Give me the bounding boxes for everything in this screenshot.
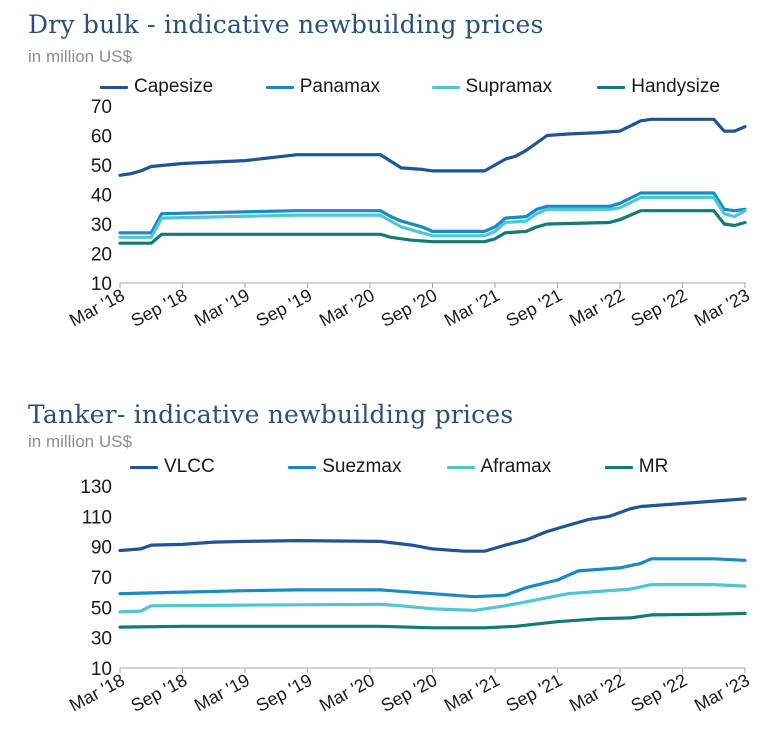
x-tick-label: Mar '20 <box>316 285 378 331</box>
x-tick-label: Mar '22 <box>566 670 628 716</box>
x-tick-label: Mar '21 <box>441 285 503 331</box>
legend: Capesize Panamax Supramax Handysize <box>100 74 763 100</box>
chart-subtitle: in million US$ <box>28 432 132 451</box>
x-tick-label: Mar '19 <box>191 670 253 716</box>
series-line <box>118 583 747 614</box>
x-tick-label: Mar '22 <box>566 285 628 331</box>
legend-item: Panamax <box>265 76 432 98</box>
y-tick-label: 50 <box>91 598 112 619</box>
legend-item: VLCC <box>130 456 288 478</box>
legend-swatch <box>597 85 626 89</box>
series-line <box>118 557 747 599</box>
series-line <box>118 117 747 177</box>
series-line <box>118 191 747 235</box>
chart-subtitle: in million US$ <box>28 47 132 66</box>
x-tick-label: Sep '22 <box>628 285 691 331</box>
dry-bulk-chart: Dry bulk - indicative newbuilding prices… <box>0 0 771 360</box>
x-tick-label: Sep '18 <box>128 285 191 331</box>
series-line <box>118 209 747 245</box>
legend-label: Handysize <box>631 76 720 97</box>
chart-title: Tanker- indicative newbuilding prices <box>28 400 514 429</box>
legend-item: Handysize <box>597 76 763 98</box>
legend-swatch <box>265 85 294 89</box>
legend: VLCC Suezmax Aframax MR <box>130 454 763 480</box>
y-tick-label: 60 <box>91 127 112 148</box>
y-tick-label: 40 <box>91 186 112 207</box>
y-tick-label: 50 <box>91 156 112 177</box>
x-tick-label: Sep '20 <box>378 670 441 716</box>
x-tick-label: Sep '19 <box>253 670 316 716</box>
legend-label: Panamax <box>299 76 381 97</box>
legend-swatch <box>288 465 317 469</box>
legend-swatch <box>604 465 633 469</box>
legend-label: VLCC <box>164 456 215 477</box>
legend-item: Suezmax <box>288 456 446 478</box>
y-tick-label: 20 <box>91 245 112 266</box>
y-tick-label: 30 <box>91 629 112 650</box>
x-tick-label: Sep '18 <box>128 670 191 716</box>
legend-label: Capesize <box>134 76 214 97</box>
series-line <box>118 195 747 239</box>
y-tick-label: 10 <box>91 274 112 295</box>
legend-item: Capesize <box>100 76 266 98</box>
legend-swatch <box>130 465 158 469</box>
y-tick-label: 70 <box>91 97 112 118</box>
x-tick-label: Mar '23 <box>691 285 753 331</box>
x-tick-label: Mar '20 <box>316 670 378 716</box>
legend-label: Suezmax <box>322 456 402 477</box>
y-tick-label: 70 <box>91 568 112 589</box>
x-tick-label: Mar '21 <box>441 670 503 716</box>
legend-swatch <box>100 85 128 89</box>
x-tick-label: Sep '19 <box>253 285 316 331</box>
legend-label: Supramax <box>465 76 553 97</box>
y-tick-label: 30 <box>91 215 112 236</box>
y-tick-label: 90 <box>91 538 112 559</box>
tanker-chart: Tanker- indicative newbuilding prices in… <box>0 392 771 752</box>
x-tick-label: Mar '23 <box>691 670 753 716</box>
y-tick-label: 10 <box>91 659 112 680</box>
x-tick-label: Sep '20 <box>378 285 441 331</box>
legend-item: Aframax <box>446 456 605 478</box>
legend-swatch <box>431 85 460 89</box>
series-line <box>118 611 747 630</box>
legend-swatch <box>446 465 475 469</box>
legend-label: MR <box>638 456 669 477</box>
x-tick-label: Sep '21 <box>503 670 566 716</box>
legend-label: Aframax <box>480 456 552 477</box>
legend-item: Supramax <box>431 76 598 98</box>
y-tick-label: 130 <box>80 477 112 498</box>
x-tick-label: Sep '22 <box>628 670 691 716</box>
chart-title: Dry bulk - indicative newbuilding prices <box>28 10 544 39</box>
x-tick-label: Sep '21 <box>503 285 566 331</box>
y-tick-label: 110 <box>82 507 112 528</box>
legend-item: MR <box>604 456 763 478</box>
series-line <box>118 497 747 553</box>
x-tick-label: Mar '19 <box>191 285 253 331</box>
